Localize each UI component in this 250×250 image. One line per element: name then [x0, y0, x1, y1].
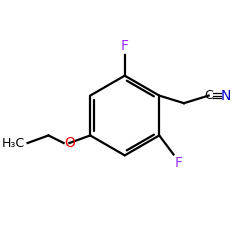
Text: O: O — [64, 136, 75, 150]
Text: N: N — [220, 88, 231, 102]
Text: C: C — [204, 89, 213, 102]
Text: F: F — [174, 156, 182, 170]
Text: F: F — [121, 39, 129, 53]
Text: H₃C: H₃C — [2, 136, 25, 149]
